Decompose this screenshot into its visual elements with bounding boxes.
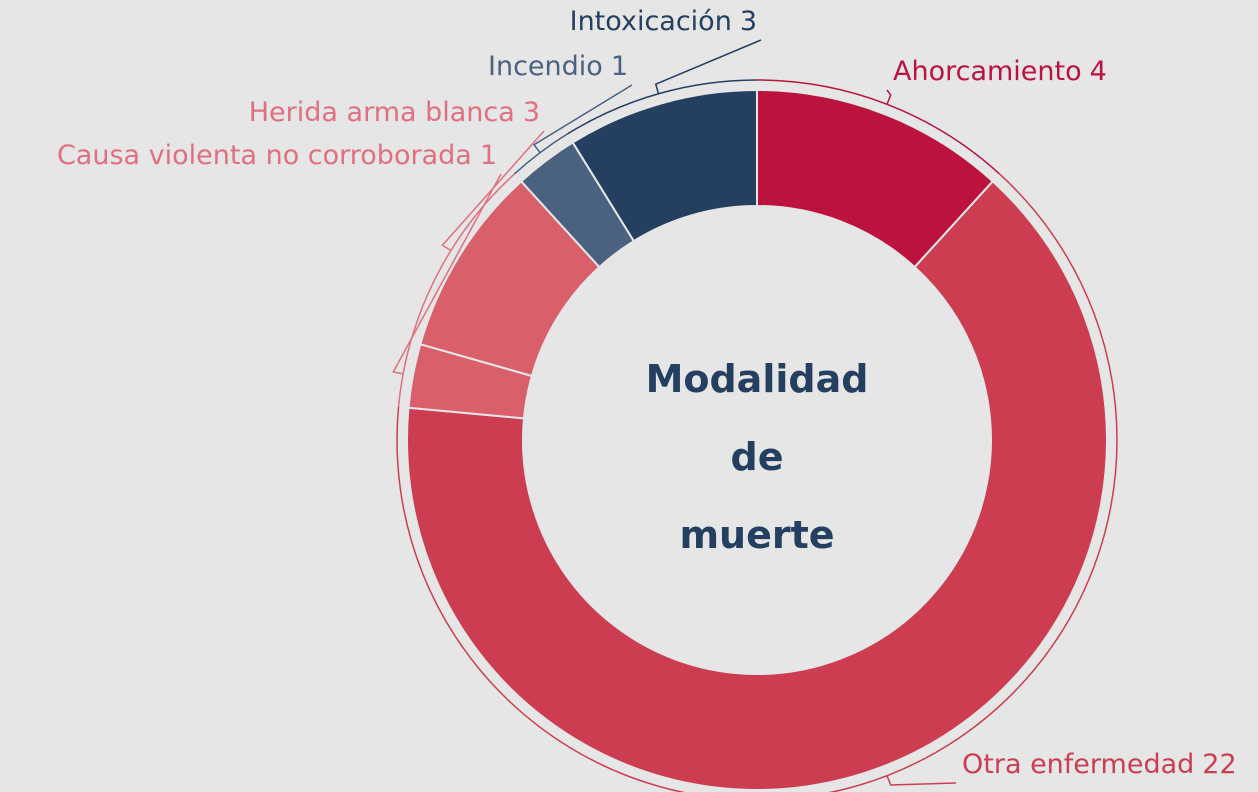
slice-label-name: Herida arma blanca xyxy=(249,97,515,128)
leader-line xyxy=(513,84,633,175)
slice-label: Incendio 1 xyxy=(488,51,628,82)
donut-slice xyxy=(406,179,1108,791)
slice-label-value: 22 xyxy=(1202,749,1236,780)
slice-label-value: 1 xyxy=(480,140,497,171)
slice-label-name: Causa violenta no corroborada xyxy=(57,140,472,171)
slice-label: Intoxicación 3 xyxy=(570,6,757,37)
slice-label-value: 3 xyxy=(740,6,757,37)
slice-label-name: Otra enfermedad xyxy=(962,749,1194,780)
leader-line xyxy=(392,173,502,407)
slice-label: Herida arma blanca 3 xyxy=(249,97,540,128)
leader-line xyxy=(410,130,545,342)
donut-slice xyxy=(571,88,758,243)
slice-label-name: Incendio xyxy=(488,51,603,82)
leader-line xyxy=(567,39,762,135)
chart-title: Modalidad de muerte xyxy=(645,357,869,557)
slice-label-value: 4 xyxy=(1090,56,1107,87)
slice-label: Causa violenta no corroborada 1 xyxy=(57,140,497,171)
leader-line xyxy=(396,173,1118,792)
slice-label-name: Ahorcamiento xyxy=(893,56,1082,87)
slice-label: Otra enfermedad 22 xyxy=(962,749,1237,780)
slice-label-value: 1 xyxy=(611,51,628,82)
leader-line xyxy=(756,79,1001,175)
slice-label: Ahorcamiento 4 xyxy=(893,56,1107,87)
slice-label-value: 3 xyxy=(523,97,540,128)
slice-label-name: Intoxicación xyxy=(570,6,732,37)
